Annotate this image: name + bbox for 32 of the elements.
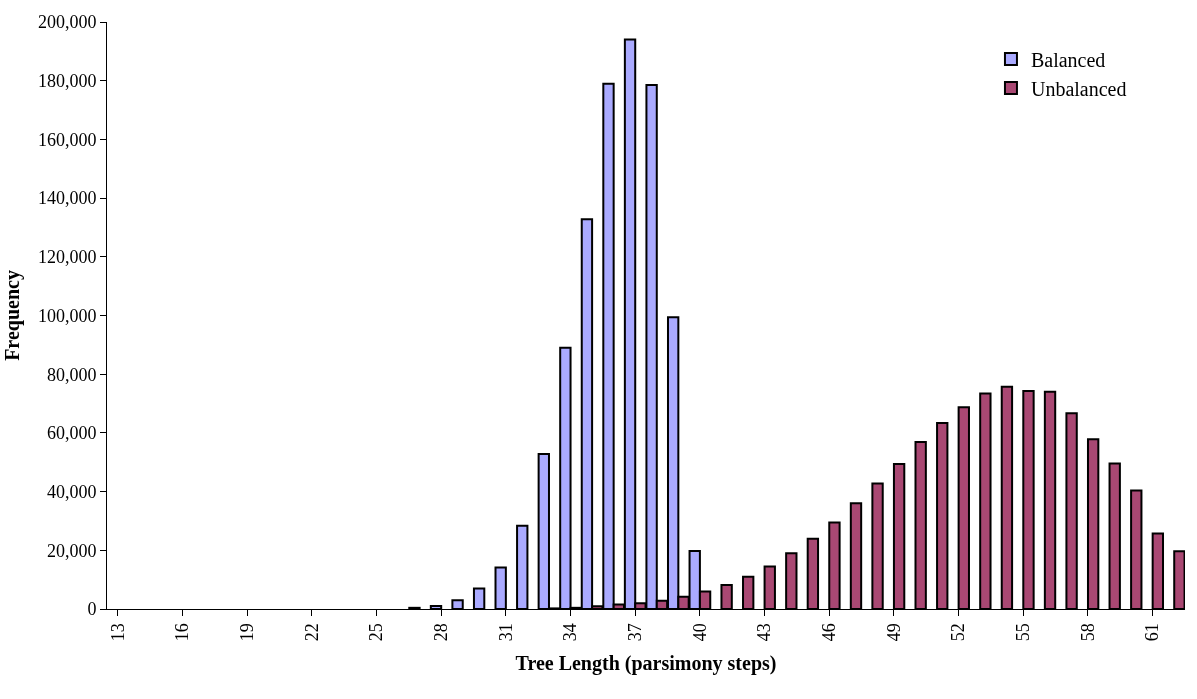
y-tick-label: 40,000: [46, 481, 97, 502]
x-tick-label: 19: [236, 623, 257, 642]
y-tick-label: 180,000: [37, 71, 97, 91]
y-tick-label: 120,000: [37, 247, 97, 268]
x-tick-label: 61: [1142, 623, 1163, 642]
x-tick-label: 22: [301, 623, 322, 642]
x-tick-label: 13: [107, 623, 128, 642]
x-tick-label: 28: [431, 623, 452, 642]
y-tick-label: 0: [87, 599, 97, 620]
x-tick-label: 34: [560, 623, 581, 642]
x-tick-label: 37: [625, 623, 646, 642]
x-tick-label: 31: [495, 623, 516, 642]
y-tick-label: 20,000: [46, 540, 97, 561]
y-tick-label: 60,000: [46, 423, 97, 444]
y-tick-label: 200,000: [37, 12, 97, 33]
x-tick-label: 52: [948, 623, 969, 642]
x-tick-label: 46: [819, 623, 840, 642]
x-tick-label: 55: [1013, 623, 1034, 642]
x-tick-label: 58: [1077, 623, 1098, 642]
x-tick-label: 49: [883, 623, 904, 642]
x-tick-label: 40: [689, 623, 710, 642]
y-tick-label: 100,000: [37, 305, 97, 326]
y-tick-label: 80,000: [46, 364, 97, 385]
x-axis-title: Tree Length (parsimony steps): [515, 651, 777, 675]
legend-label: Unbalanced: [1030, 77, 1127, 100]
y-tick-label: 160,000: [37, 129, 97, 150]
x-tick-label: 43: [754, 623, 775, 642]
legend-label: Balanced: [1030, 48, 1106, 71]
y-axis-title: Frequency: [1, 270, 25, 361]
y-tick-label: 140,000: [37, 188, 97, 209]
x-tick-label: 25: [366, 623, 387, 642]
x-tick-label: 16: [172, 623, 193, 642]
